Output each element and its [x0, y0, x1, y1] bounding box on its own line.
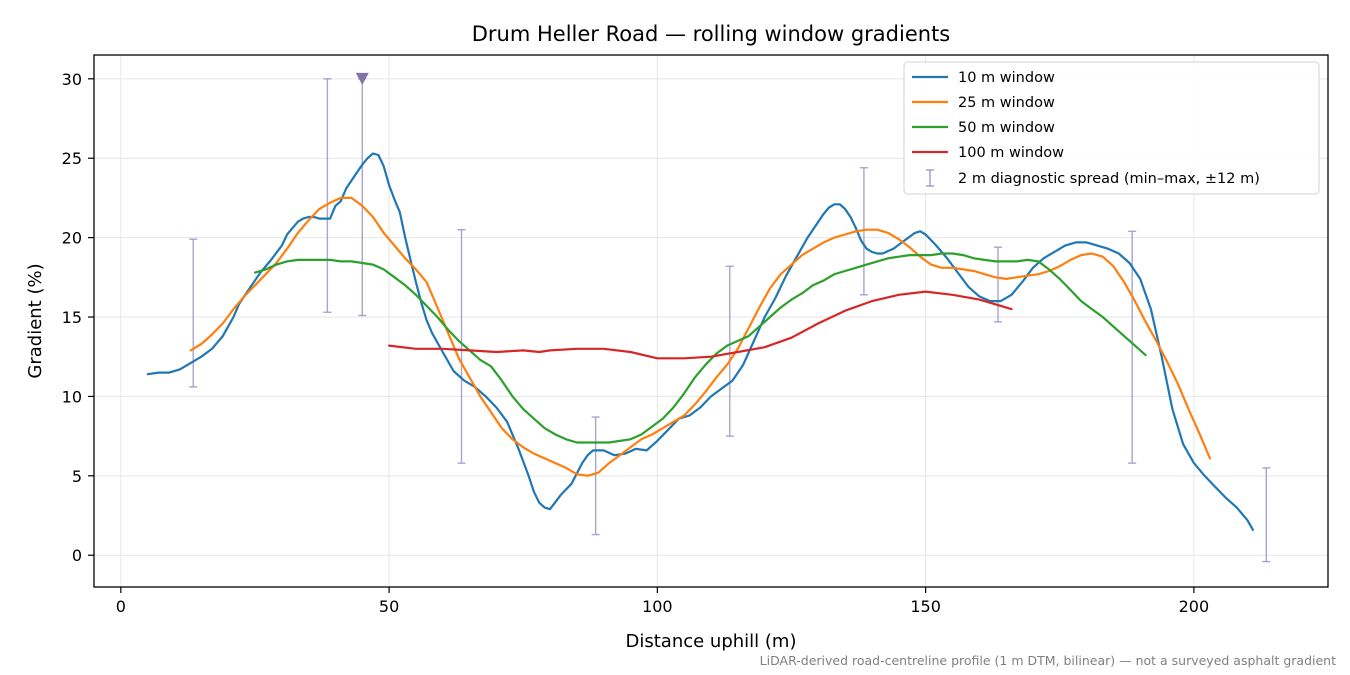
x-axis-label: Distance uphill (m) — [626, 631, 797, 652]
legend-label-w50: 50 m window — [958, 120, 1055, 136]
spread-errorbar — [725, 265, 734, 437]
legend-label-w10: 10 m window — [958, 70, 1055, 86]
legend-swatch-spread — [926, 169, 934, 187]
marker-layer — [355, 72, 369, 85]
series-line-4 — [388, 290, 1013, 360]
spread-errorbar — [591, 416, 600, 536]
series-layer — [146, 152, 1255, 531]
plot-frame — [93, 54, 1329, 588]
y-axis-label: Gradient (%) — [25, 263, 46, 378]
y-tick-label: 30 — [62, 70, 82, 89]
tick-layer: 0 50 100 150 200 0 5 10 15 20 25 30 — [62, 70, 1210, 616]
legend-label-spread: 2 m diagnostic spread (min–max, ±12 m) — [958, 171, 1260, 187]
legend-label-w25: 25 m window — [958, 95, 1055, 111]
legend-box — [903, 61, 1320, 195]
chart-title: Drum Heller Road — rolling window gradie… — [472, 22, 951, 46]
y-tick-label: 15 — [62, 308, 82, 327]
spread-errorbar — [323, 78, 332, 313]
y-tick-label: 5 — [72, 467, 82, 486]
spread-errorbar — [859, 167, 868, 296]
y-tick-label: 25 — [62, 149, 82, 168]
series-line-1 — [146, 152, 1255, 531]
x-tick-label: 0 — [116, 597, 126, 616]
peak-marker-triangle — [355, 72, 369, 85]
x-tick-label: 100 — [642, 597, 673, 616]
legend: 10 m window 25 m window 50 m window 100 … — [903, 61, 1320, 195]
spread-errorbar — [994, 246, 1003, 323]
spread-errorbar — [1262, 467, 1271, 563]
spread-errorbar — [1128, 230, 1137, 464]
spread-errorbar — [457, 228, 466, 464]
y-tick-label: 10 — [62, 387, 82, 406]
x-tick-label: 200 — [1179, 597, 1210, 616]
footnote: LiDAR-derived road-centreline profile (1… — [760, 653, 1336, 668]
legend-label-w100: 100 m window — [958, 145, 1064, 161]
x-tick-label: 150 — [910, 597, 941, 616]
x-tick-label: 50 — [379, 597, 399, 616]
y-tick-label: 0 — [72, 546, 82, 565]
series-line-2 — [189, 196, 1212, 477]
series-line-3 — [253, 252, 1147, 444]
y-tick-label: 20 — [62, 229, 82, 248]
